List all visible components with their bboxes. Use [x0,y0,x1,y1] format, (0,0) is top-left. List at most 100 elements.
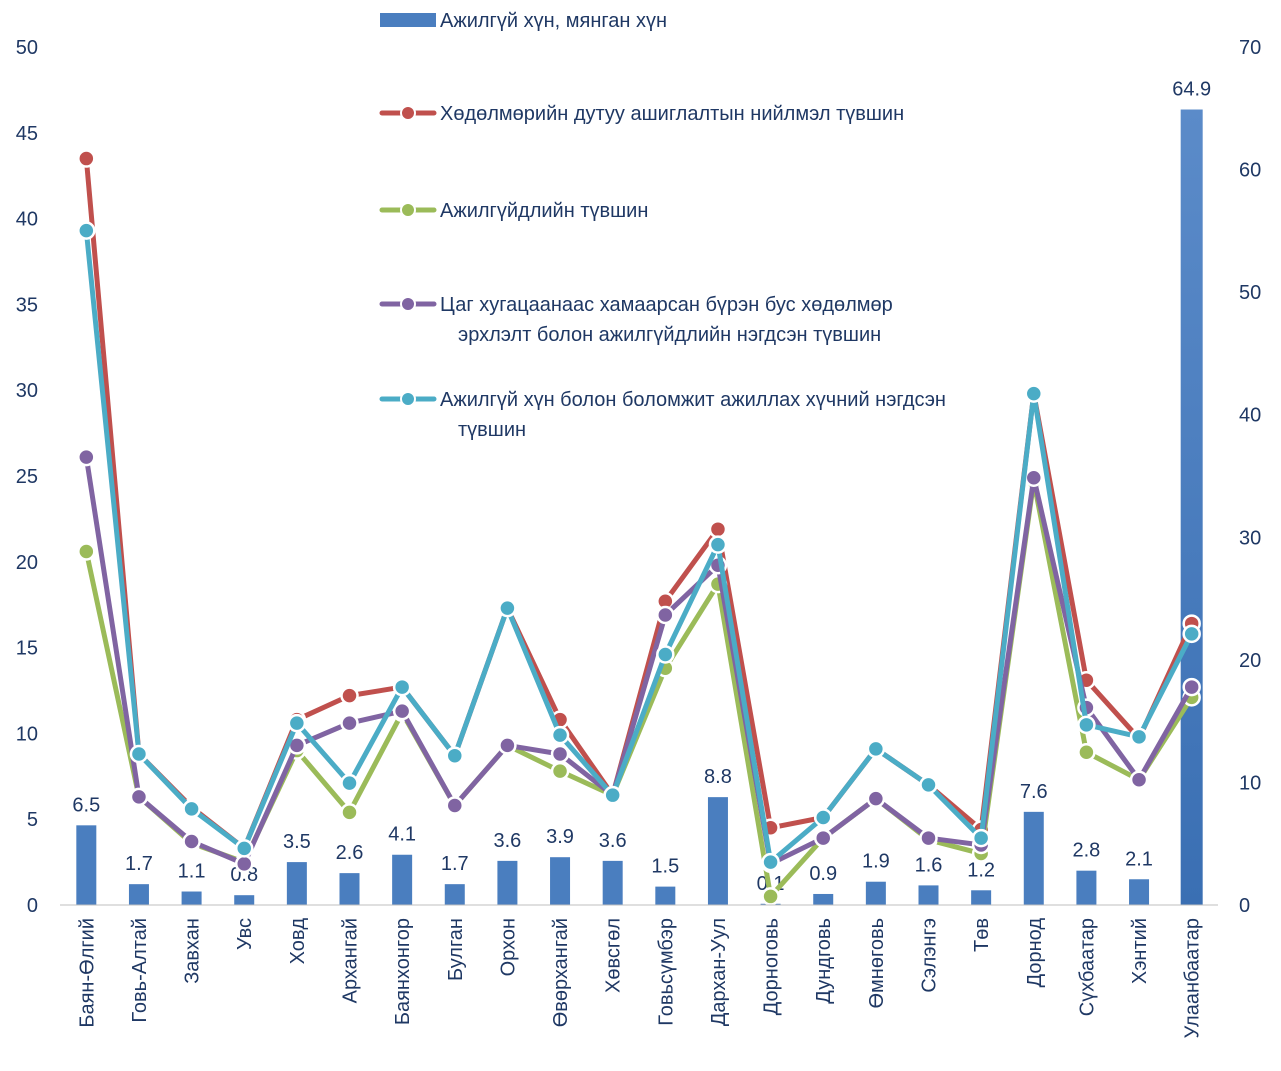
series-point [129,744,149,764]
bar [1129,879,1150,905]
right-axis-tick-label: 30 [1239,527,1261,549]
category-label: Төв [971,918,993,952]
left-axis-tick-label: 20 [16,552,38,574]
series-point [340,803,359,822]
series-point [445,796,465,815]
right-axis-tick-label: 40 [1239,405,1261,427]
bar [128,884,149,905]
bar-data-label: 3.6 [494,830,522,852]
bar [1180,109,1203,906]
series-point [971,828,991,848]
bar [707,797,728,905]
legend-label: Ажилгүй хүн болон боломжит ажиллах хүчни… [440,389,946,411]
series-point [77,447,96,467]
left-axis-tick-label: 5 [27,809,38,831]
series-point [445,746,465,765]
left-axis-tick-label: 40 [16,209,38,231]
series-point [813,828,833,848]
category-label: Булган [445,918,467,981]
bar [181,891,202,905]
bar-data-label: 1.7 [441,853,469,875]
category-label: Архангай [340,918,362,1003]
category-label: Сүхбаатар [1076,918,1098,1016]
series-point [866,739,886,759]
series-point [866,789,886,808]
legend-label: Цаг хугацаанаас хамаарсан бүрэн бус хөдө… [440,294,893,316]
right-axis-tick-label: 50 [1239,282,1261,304]
left-axis-tick-label: 10 [16,723,38,745]
series-line [83,228,1195,865]
category-label: Баян-Өлгий [76,918,98,1028]
series-point [182,832,201,851]
bar [286,862,307,905]
right-axis-tick-label: 10 [1239,772,1261,794]
bar-data-label: 3.6 [599,830,627,852]
series-point [340,773,359,793]
series-point [182,799,201,819]
series-point [813,808,833,827]
left-axis-tick-label: 25 [16,466,38,488]
category-label: Хөвсгөл [603,918,625,993]
series-point [919,828,938,848]
right-axis-tick-label: 60 [1239,160,1261,182]
right-axis-tick-label: 0 [1239,895,1250,917]
left-axis-tick-label: 30 [16,380,38,402]
series-point [656,645,675,664]
bar [339,873,360,905]
series-point [550,761,570,781]
series-point [129,787,149,807]
category-label: Өмнөговь [866,918,888,1009]
series-point [498,736,517,755]
bar-data-label: 2.1 [1125,848,1153,870]
series-line [83,454,1195,867]
line-series-4 [77,221,1201,872]
legend-swatch-bar [380,13,436,27]
bar-data-label: 2.8 [1073,840,1101,862]
bar-data-label: 6.5 [72,794,100,816]
legend: Ажилгүй хүн, мянган хүн Хөдөлмөрийн дутуу… [379,10,946,441]
series-point [1129,727,1149,747]
category-label: Улаанбаатар [1182,918,1204,1038]
legend-swatch-marker [400,202,416,218]
bar-data-label: 1.6 [915,854,943,876]
series-point [708,519,728,539]
series-point [1024,384,1044,403]
bar [655,886,676,905]
category-label: Баянхонгор [392,918,414,1025]
series-point [1182,677,1201,697]
series-point [761,887,780,906]
bar-data-label: 64.9 [1172,79,1211,101]
bar [1076,870,1097,905]
category-label: Дундговь [813,918,835,1004]
legend-label: эрхлэлт болон ажилгүйдлийн нэгдсэн түвши… [458,324,881,346]
series-point [1182,624,1201,644]
bar-data-label: 7.6 [1020,781,1048,803]
bar-data-labels: 6.51.7 1.1 0.83.52.64.11.73.6 3.9 3.61.58.80… [72,79,1211,895]
series-point [1024,468,1044,487]
bar [392,854,413,905]
line-series-group [77,149,1201,906]
bar [1023,811,1044,905]
category-label: Дорнод [1024,918,1046,988]
bar-data-label: 1.7 [125,853,153,875]
legend-label: Ажилгүй хүн, мянган хүн [440,10,667,32]
bar [971,890,992,905]
series-point [550,744,570,764]
series-point [603,785,622,805]
legend-label: Хөдөлмөрийн дутуу ашиглалтын нийлмэл түв… [440,103,904,125]
category-label: Говьсүмбэр [655,918,677,1026]
series-point [392,677,412,697]
category-label: Ховд [287,918,309,965]
series-point [392,701,412,721]
bar [76,825,97,905]
axes: 0 5 10 15 20 25 30 35 40 45 50 0 10 20 30 40 50 60 70 Баян-… [16,37,1262,1038]
right-axis-tick-label: 70 [1239,37,1261,59]
series-point [77,221,96,240]
bar-data-label: 1.9 [862,851,890,873]
bar [918,885,939,905]
category-label: Увс [234,918,256,950]
series-point [1077,715,1096,735]
legend-label: түвшин [458,419,526,441]
bar-data-label: 3.9 [546,826,574,848]
